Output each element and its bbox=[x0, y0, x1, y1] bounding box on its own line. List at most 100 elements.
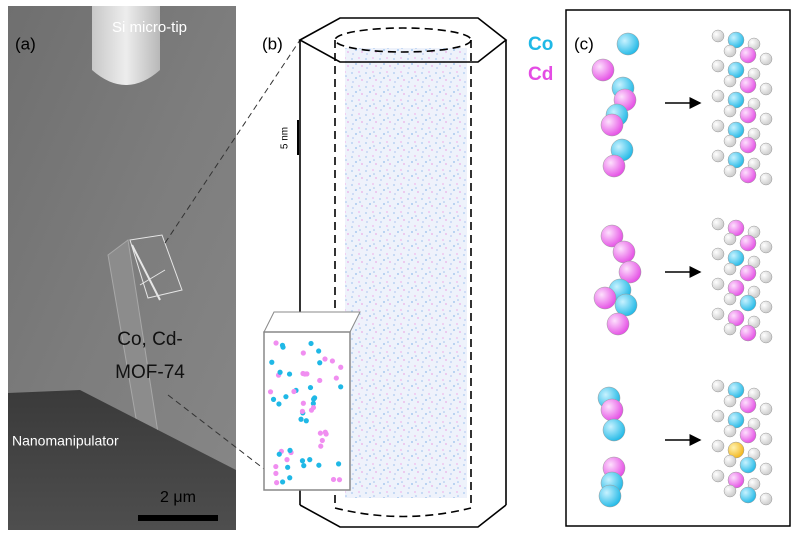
legend-entry: Cd bbox=[528, 64, 553, 85]
atom bbox=[739, 396, 757, 414]
atom-dot bbox=[318, 443, 324, 449]
atom bbox=[602, 418, 626, 442]
atom bbox=[727, 249, 745, 267]
panel-a: (a) Si micro-tip Co, Cd- MOF-74 Nanomani… bbox=[8, 6, 236, 530]
atom bbox=[711, 29, 725, 43]
atom-dot bbox=[279, 342, 286, 348]
tip-label: Si micro-tip bbox=[112, 19, 187, 36]
atom bbox=[739, 136, 757, 154]
atom bbox=[723, 232, 737, 246]
panel-c: (c) bbox=[565, 9, 791, 527]
atom bbox=[723, 44, 737, 58]
atom bbox=[723, 134, 737, 148]
micro-tip bbox=[92, 6, 160, 85]
atom-dot bbox=[280, 479, 286, 485]
atom-dot bbox=[317, 360, 323, 366]
atom bbox=[739, 46, 757, 64]
atom-dot bbox=[273, 463, 279, 470]
atom bbox=[711, 307, 725, 321]
atom-dot bbox=[287, 447, 293, 453]
atom-dot bbox=[307, 384, 314, 391]
sample-label: Co, Cd- bbox=[117, 329, 182, 350]
atom bbox=[591, 58, 615, 82]
atom bbox=[727, 381, 745, 399]
atom bbox=[711, 149, 725, 163]
atom-dot bbox=[316, 462, 322, 468]
atom-dot bbox=[338, 384, 344, 390]
atom bbox=[614, 293, 638, 317]
atom bbox=[727, 219, 745, 237]
atom bbox=[711, 119, 725, 133]
atom bbox=[727, 61, 745, 79]
arrows bbox=[665, 97, 702, 446]
atom bbox=[759, 300, 773, 314]
atom-dot bbox=[338, 364, 344, 370]
atom-dot bbox=[336, 477, 343, 483]
atom bbox=[759, 330, 773, 344]
atom-dot bbox=[316, 348, 322, 354]
atom bbox=[723, 74, 737, 88]
panel-label: (c) bbox=[574, 34, 594, 53]
atom-dot bbox=[276, 451, 282, 457]
atom bbox=[727, 91, 745, 109]
scale-label: 5 nm bbox=[280, 127, 291, 149]
atom bbox=[711, 247, 725, 261]
atom bbox=[739, 76, 757, 94]
atom-dot bbox=[307, 457, 313, 463]
scale-label: 2 μm bbox=[160, 489, 196, 506]
sample-label: MOF-74 bbox=[115, 362, 185, 383]
atom-dot bbox=[274, 480, 280, 486]
atom-dot bbox=[276, 401, 282, 407]
atom bbox=[600, 398, 624, 422]
atom bbox=[759, 432, 773, 446]
atom bbox=[602, 154, 626, 178]
atom-dot bbox=[286, 371, 293, 377]
atom bbox=[739, 426, 757, 444]
atom bbox=[759, 402, 773, 416]
atom-dot bbox=[285, 464, 291, 470]
atom bbox=[727, 471, 745, 489]
panel-b: 5 nm (b) Co Cd bbox=[262, 17, 553, 528]
atom bbox=[759, 112, 773, 126]
atom bbox=[739, 486, 757, 504]
atom bbox=[711, 409, 725, 423]
nanomanipulator bbox=[8, 390, 236, 530]
atom bbox=[759, 82, 773, 96]
atom bbox=[598, 484, 622, 508]
panel-label: (a) bbox=[15, 34, 36, 53]
atom bbox=[593, 286, 617, 310]
atom-dot bbox=[299, 408, 306, 414]
atom-dot bbox=[319, 437, 325, 444]
inset bbox=[263, 311, 361, 491]
atom bbox=[711, 469, 725, 483]
atom bbox=[723, 262, 737, 276]
atom bbox=[612, 240, 636, 264]
atom-dot bbox=[301, 463, 307, 469]
atom-dot bbox=[329, 358, 335, 364]
atom-dot bbox=[291, 388, 297, 395]
atom bbox=[723, 454, 737, 468]
atom bbox=[727, 121, 745, 139]
atom-dot bbox=[310, 404, 317, 411]
atom-dot bbox=[302, 371, 308, 377]
atom bbox=[759, 240, 773, 254]
atom bbox=[759, 462, 773, 476]
atom bbox=[723, 322, 737, 336]
atom bbox=[727, 309, 745, 327]
atom bbox=[739, 456, 757, 474]
atom bbox=[727, 411, 745, 429]
atom-dot bbox=[273, 470, 279, 476]
atom-dot bbox=[267, 389, 274, 395]
atom bbox=[711, 277, 725, 291]
atom-dot bbox=[269, 359, 275, 365]
atom-dot bbox=[333, 375, 339, 381]
atom-dot bbox=[330, 476, 337, 483]
atom bbox=[759, 52, 773, 66]
atom bbox=[739, 166, 757, 184]
scale-bar bbox=[138, 515, 218, 521]
atom bbox=[711, 89, 725, 103]
atom bbox=[711, 379, 725, 393]
atom bbox=[759, 142, 773, 156]
atom bbox=[739, 264, 757, 282]
atom-dot bbox=[317, 377, 323, 384]
